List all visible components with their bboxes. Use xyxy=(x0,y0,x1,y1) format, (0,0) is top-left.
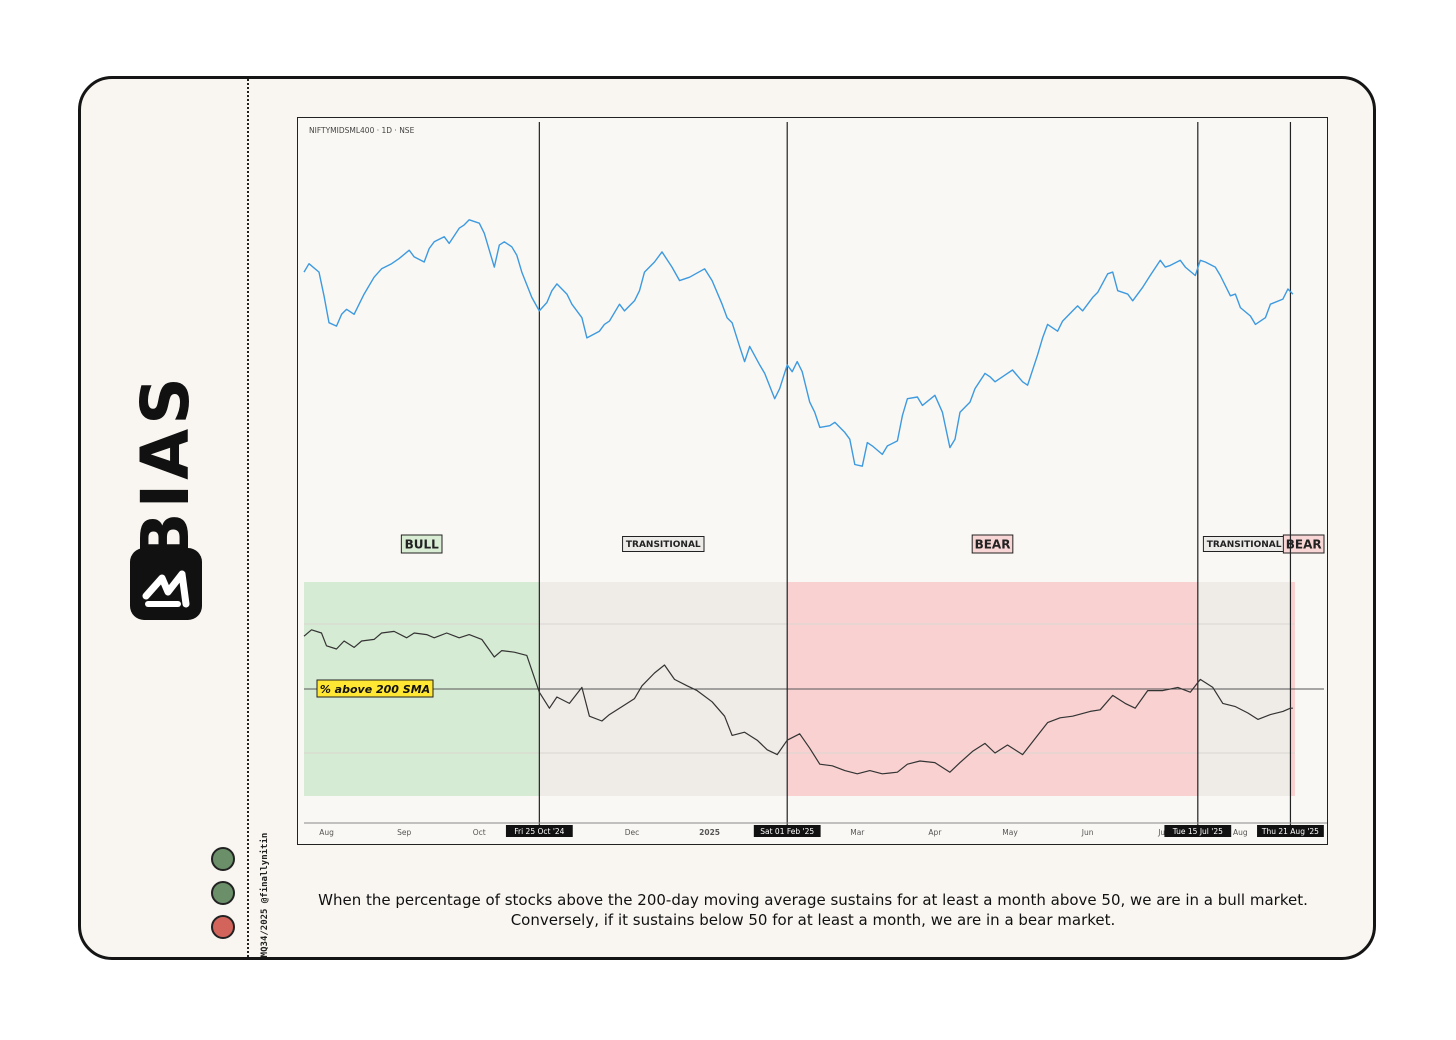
x-tick-label-10: Aug xyxy=(1233,828,1248,837)
marker-pill-3 xyxy=(1257,825,1324,837)
symbol-label: NIFTYMIDSML400 · 1D · NSE xyxy=(309,126,415,135)
credit-text: MQ34/2025 @finallynitin xyxy=(260,832,270,958)
indicator-tag-label: % above 200 SMA xyxy=(320,683,430,696)
indicator-series-line xyxy=(303,629,1293,775)
brand-title: BIAS xyxy=(127,373,204,563)
marker-label-0: Fri 25 Oct '24 xyxy=(514,827,564,836)
regime-badge-0 xyxy=(400,534,443,554)
regime-label-1: TRANSITIONAL xyxy=(626,540,701,550)
x-tick-label-5: Mar xyxy=(850,828,865,837)
dotted-divider xyxy=(247,79,249,957)
status-dot-green-1 xyxy=(211,847,235,871)
x-tick-label-9: Jul xyxy=(1157,828,1167,837)
regime-badge-1 xyxy=(622,536,705,552)
x-tick-label-6: Apr xyxy=(928,828,942,837)
marker-label-1: Sat 01 Feb '25 xyxy=(760,827,814,836)
marker-pill-1 xyxy=(753,825,821,837)
regime-badge-4 xyxy=(1282,534,1325,554)
marker-pill-0 xyxy=(505,825,573,837)
indicator-tag-box xyxy=(316,679,434,698)
x-tick-label-1: Sep xyxy=(397,828,411,837)
price-series-line xyxy=(303,219,1294,467)
status-dot-red xyxy=(211,915,235,939)
x-tick-label-4: 2025 xyxy=(699,828,720,837)
marker-pill-2 xyxy=(1164,825,1232,837)
brand-logo-icon xyxy=(130,548,202,620)
regime-label-0: BULL xyxy=(405,537,440,551)
regime-label-2: BEAR xyxy=(975,537,1011,551)
status-dot-green-2 xyxy=(211,881,235,905)
chart-caption: When the percentage of stocks above the … xyxy=(318,891,1308,929)
x-tick-label-3: Dec xyxy=(625,828,640,837)
marker-label-2: Tue 15 Jul '25 xyxy=(1172,827,1223,836)
regime-badge-2 xyxy=(971,534,1014,554)
x-tick-label-0: Aug xyxy=(319,828,334,837)
x-tick-label-7: May xyxy=(1002,828,1018,837)
x-tick-label-8: Jun xyxy=(1081,828,1094,837)
chart-svg: BULL TRANSITIONAL BEAR TRANSITIONAL BEAR % ab… xyxy=(303,122,1327,837)
chart-frame: BULL TRANSITIONAL BEAR TRANSITIONAL BEAR % ab… xyxy=(297,117,1328,845)
marker-label-3: Thu 21 Aug '25 xyxy=(1261,827,1319,836)
regime-label-3: TRANSITIONAL xyxy=(1207,540,1282,550)
x-tick-label-2: Oct xyxy=(473,828,486,837)
regime-label-4: BEAR xyxy=(1286,537,1322,551)
